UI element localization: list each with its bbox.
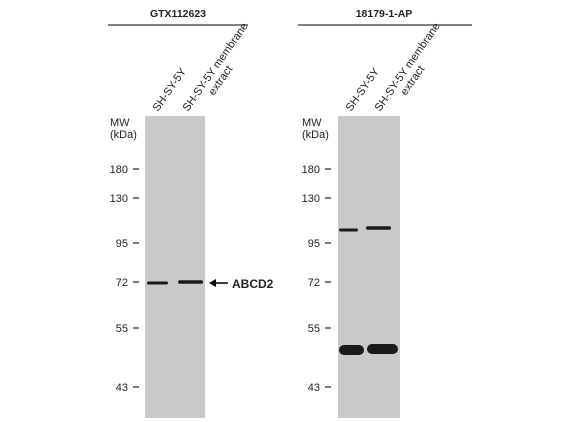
band [339, 228, 358, 232]
marker-label: 95 [116, 238, 128, 250]
marker-label: 180 [302, 164, 320, 176]
marker-label: 43 [116, 382, 128, 394]
mw-label: MW [302, 117, 322, 129]
marker-label: 72 [116, 277, 128, 289]
blot-membrane [338, 116, 400, 418]
blot-membrane [145, 116, 205, 418]
band [147, 281, 168, 285]
mw-label: (kDa) [110, 129, 137, 141]
antibody-title: 18179-1-AP [356, 8, 413, 20]
marker-label: 72 [308, 277, 320, 289]
marker-label: 180 [110, 164, 128, 176]
lane-label-line: SH-SY-5Y membrane [181, 21, 251, 114]
band [178, 280, 203, 284]
target-label: ABCD2 [232, 277, 274, 291]
band [339, 345, 364, 355]
marker-label: 55 [116, 323, 128, 335]
antibody-title: GTX112623 [150, 8, 206, 20]
band [366, 226, 391, 230]
marker-label: 130 [302, 193, 320, 205]
marker-label: 130 [110, 193, 128, 205]
lane-label-line: SH-SY-5Y membrane [373, 21, 443, 114]
band [367, 344, 398, 354]
marker-label: 43 [308, 382, 320, 394]
mw-label: MW [110, 117, 130, 129]
marker-label: 95 [308, 238, 320, 250]
arrow-head [209, 279, 216, 287]
mw-label: (kDa) [302, 129, 329, 141]
marker-label: 55 [308, 323, 320, 335]
